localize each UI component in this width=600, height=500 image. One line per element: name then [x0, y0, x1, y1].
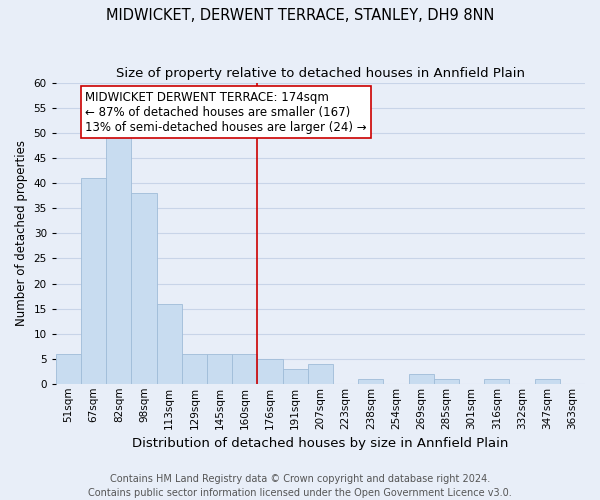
Y-axis label: Number of detached properties: Number of detached properties [15, 140, 28, 326]
Text: MIDWICKET DERWENT TERRACE: 174sqm
← 87% of detached houses are smaller (167)
13%: MIDWICKET DERWENT TERRACE: 174sqm ← 87% … [85, 90, 367, 134]
Title: Size of property relative to detached houses in Annfield Plain: Size of property relative to detached ho… [116, 68, 525, 80]
Bar [358, 379, 383, 384]
X-axis label: Distribution of detached houses by size in Annfield Plain: Distribution of detached houses by size … [132, 437, 509, 450]
Bar [182, 354, 207, 384]
Bar [484, 379, 509, 384]
Bar [131, 194, 157, 384]
Bar [81, 178, 106, 384]
Text: Contains HM Land Registry data © Crown copyright and database right 2024.
Contai: Contains HM Land Registry data © Crown c… [88, 474, 512, 498]
Bar [409, 374, 434, 384]
Bar [434, 379, 459, 384]
Bar [232, 354, 257, 384]
Bar [157, 304, 182, 384]
Bar [308, 364, 333, 384]
Bar [283, 368, 308, 384]
Bar [257, 358, 283, 384]
Text: MIDWICKET, DERWENT TERRACE, STANLEY, DH9 8NN: MIDWICKET, DERWENT TERRACE, STANLEY, DH9… [106, 8, 494, 22]
Bar [535, 379, 560, 384]
Bar [56, 354, 81, 384]
Bar [207, 354, 232, 384]
Bar [106, 133, 131, 384]
